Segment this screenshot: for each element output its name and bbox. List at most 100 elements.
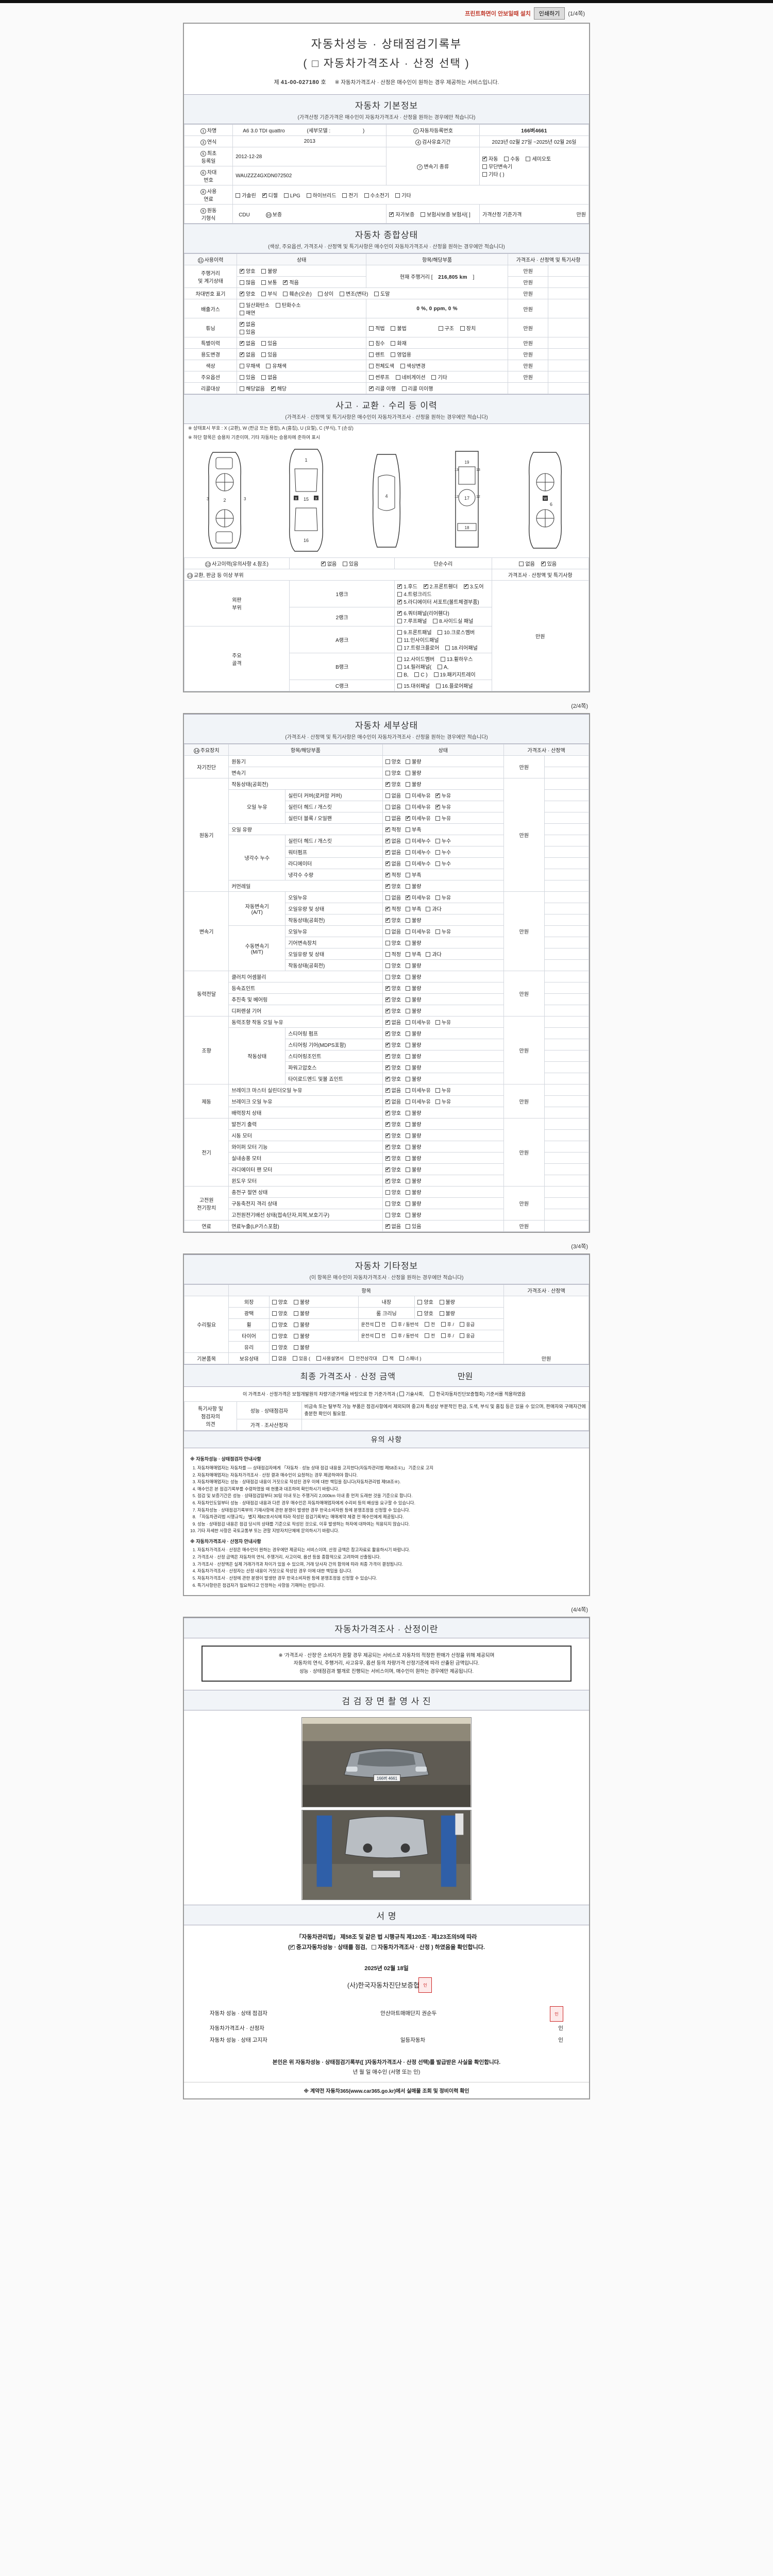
- opt-불량[interactable]: 불량: [406, 1063, 421, 1071]
- checkbox[interactable]: [406, 815, 411, 821]
- opt-양호[interactable]: 양호: [385, 1188, 401, 1196]
- checkbox[interactable]: [385, 917, 390, 923]
- opt-bad[interactable]: 불량: [261, 267, 277, 275]
- opt-manual[interactable]: 사용설명서: [316, 1355, 344, 1362]
- opt-color-change[interactable]: 색상변경: [400, 362, 426, 369]
- opt-front2[interactable]: 전: [424, 1321, 435, 1328]
- opt-양호[interactable]: 양호: [385, 1007, 401, 1014]
- opt-exists[interactable]: 있음: [541, 560, 557, 567]
- checkbox[interactable]: [435, 792, 440, 798]
- opt-불량[interactable]: 불량: [406, 1052, 421, 1060]
- checkbox[interactable]: [385, 793, 390, 798]
- checkbox[interactable]: [385, 1132, 390, 1138]
- checkbox[interactable]: [406, 884, 411, 889]
- opt-many[interactable]: 많음: [240, 278, 255, 286]
- checkbox[interactable]: [406, 1133, 411, 1138]
- opt-불량[interactable]: 불량: [406, 1120, 421, 1128]
- opt-none[interactable]: 없음: [272, 1355, 287, 1362]
- opt-structure[interactable]: 구조: [438, 324, 454, 332]
- checkbox[interactable]: [385, 1076, 390, 1081]
- opt-있음[interactable]: 있음: [406, 1222, 421, 1230]
- opt-good[interactable]: 양호: [417, 1298, 433, 1306]
- checkbox[interactable]: [406, 1201, 411, 1206]
- opt-불량[interactable]: 불량: [406, 1211, 421, 1218]
- opt-미세누유[interactable]: 미세누유: [406, 814, 431, 822]
- opt-누수[interactable]: 누수: [435, 848, 451, 856]
- opt-불량[interactable]: 불량: [406, 939, 421, 946]
- opt-불량[interactable]: 불량: [406, 1131, 421, 1139]
- opt-damage[interactable]: 훼손(오손): [283, 290, 312, 297]
- opt-pillar-b[interactable]: B,: [397, 672, 409, 678]
- opt-없음[interactable]: 없음: [385, 1086, 401, 1094]
- opt-triangle[interactable]: 안전삼각대: [349, 1355, 377, 1362]
- checkbox[interactable]: [406, 952, 411, 957]
- opt-full-paint[interactable]: 전체도색: [369, 362, 394, 369]
- fuel-opt-diesel[interactable]: 디젤: [262, 191, 278, 199]
- opt-불량[interactable]: 불량: [406, 1109, 421, 1116]
- checkbox[interactable]: [385, 895, 390, 900]
- opt-altered[interactable]: 변조(변타): [339, 290, 368, 297]
- checkbox[interactable]: [406, 907, 411, 911]
- warranty-opt-insurer[interactable]: 보험사보증 보험사[ ]: [421, 210, 470, 218]
- checkbox[interactable]: [385, 985, 390, 991]
- opt-good[interactable]: 양호: [272, 1309, 288, 1317]
- trans-opt-manual[interactable]: 수동: [504, 155, 520, 162]
- checkbox[interactable]: [385, 963, 390, 968]
- warranty-opt-self[interactable]: 자가보증: [389, 210, 414, 218]
- checkbox[interactable]: [385, 1087, 390, 1093]
- opt-양호[interactable]: 양호: [385, 769, 401, 776]
- opt-불량[interactable]: 불량: [406, 1199, 421, 1207]
- checkbox[interactable]: [406, 1111, 411, 1115]
- checkbox[interactable]: [406, 986, 411, 991]
- opt-양호[interactable]: 양호: [385, 780, 401, 788]
- opt-양호[interactable]: 양호: [385, 984, 401, 992]
- checkbox[interactable]: [406, 771, 411, 775]
- opt-front-panel[interactable]: 9.프론트패널: [397, 628, 432, 636]
- opt-rear-panel[interactable]: 18.리어패널: [445, 643, 478, 651]
- opt-양호[interactable]: 양호: [385, 1041, 401, 1048]
- opt-미세누유[interactable]: 미세누유: [406, 893, 431, 901]
- checkbox[interactable]: [406, 1190, 411, 1195]
- opt-corrosion[interactable]: 부식: [261, 290, 277, 297]
- opt-누유[interactable]: 누유: [435, 814, 451, 822]
- opt-불량[interactable]: 불량: [406, 973, 421, 980]
- checkbox[interactable]: [385, 860, 390, 866]
- opt-engineer-society[interactable]: 기술사회,: [399, 1391, 424, 1398]
- opt-양호[interactable]: 양호: [385, 1211, 401, 1218]
- opt-미세누유[interactable]: 미세누유: [406, 927, 431, 935]
- opt-few[interactable]: 적음: [283, 278, 299, 286]
- checkbox[interactable]: [406, 1020, 411, 1025]
- opt-양호[interactable]: 양호: [385, 1131, 401, 1139]
- opt-bad[interactable]: 불량: [294, 1343, 309, 1351]
- opt-cross-member[interactable]: 10.크로스멤버: [438, 628, 475, 636]
- opt-없음[interactable]: 없음: [385, 927, 401, 935]
- checkbox[interactable]: [435, 839, 440, 843]
- trans-opt-cvt[interactable]: 무단변속기: [482, 162, 512, 170]
- checkbox[interactable]: [406, 1145, 411, 1149]
- opt-rear2[interactable]: 후 /: [441, 1321, 454, 1328]
- checkbox[interactable]: [435, 1099, 440, 1104]
- checkbox[interactable]: [435, 816, 440, 821]
- opt-inside-panel[interactable]: 11.인사이드패널: [397, 636, 439, 643]
- checkbox[interactable]: [385, 759, 390, 764]
- opt-front[interactable]: 전: [375, 1332, 385, 1339]
- opt-flood[interactable]: 침수: [369, 339, 385, 347]
- opt-trunk-lid[interactable]: 4.트렁크리드: [397, 590, 432, 598]
- opt-front-fender[interactable]: 2.프론트휀더: [423, 582, 458, 590]
- checkbox[interactable]: [406, 839, 411, 843]
- checkbox[interactable]: [406, 1122, 411, 1127]
- opt-부족[interactable]: 부족: [406, 825, 421, 833]
- checkbox[interactable]: [385, 781, 390, 787]
- opt-부족[interactable]: 부족: [406, 905, 421, 912]
- opt-chromatic[interactable]: 유채색: [266, 362, 287, 369]
- checkbox[interactable]: [385, 1144, 390, 1149]
- opt-exists[interactable]: 있음: [240, 328, 255, 335]
- opt-achromatic[interactable]: 무채색: [240, 362, 260, 369]
- opt-recall-done[interactable]: 리콜 이행: [369, 384, 396, 392]
- checkbox[interactable]: [385, 1178, 390, 1183]
- checkbox[interactable]: [385, 941, 390, 945]
- checkbox[interactable]: [435, 850, 440, 855]
- opt-rent[interactable]: 렌트: [369, 350, 385, 358]
- opt-불량[interactable]: 불량: [406, 1188, 421, 1196]
- opt-jack[interactable]: 잭: [383, 1355, 394, 1362]
